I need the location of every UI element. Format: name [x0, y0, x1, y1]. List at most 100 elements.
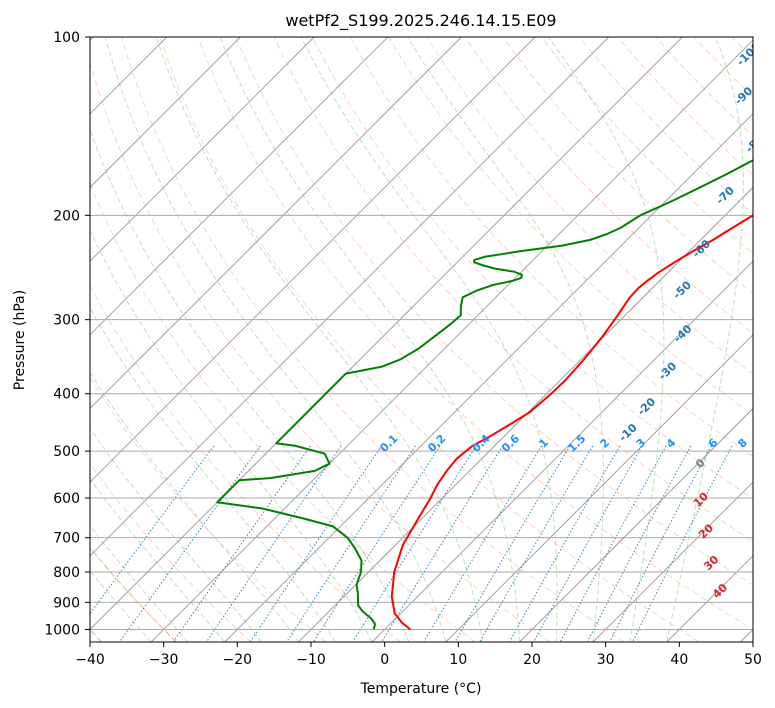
moist-adiabat-line — [90, 128, 410, 642]
y-tick-label: 100 — [53, 30, 80, 46]
moist-adiabat-line — [90, 371, 299, 642]
mixing-ratio-line — [381, 445, 504, 642]
isotherm-line — [371, 260, 753, 642]
dry-adiabat-label: -50 — [671, 278, 695, 301]
isotherm-line — [519, 407, 753, 642]
background-lines — [90, 37, 775, 642]
dry-adiabat-line — [273, 37, 753, 542]
x-tick-label: −10 — [296, 652, 326, 668]
y-tick-label: 300 — [53, 313, 80, 329]
dry-adiabat-line — [159, 37, 700, 642]
mixing-ratio-label: 10 — [758, 433, 775, 453]
mixing-ratio-line — [90, 445, 215, 615]
isotherm-line — [90, 37, 683, 631]
dry-adiabat-line — [90, 60, 551, 642]
axes: −40 −30 −20 −10 0 10 20 30 40 50 100 200 300 400 500 60… — [44, 30, 762, 668]
moist-adiabat-line — [90, 525, 189, 642]
mixing-ratio-line — [586, 445, 692, 642]
dry-adiabat-line — [464, 37, 753, 334]
y-tick-label: 800 — [53, 565, 80, 581]
mixing-ratio-label: 8 — [735, 436, 750, 451]
mixing-ratio-line — [119, 445, 261, 642]
mixing-ratio-line — [454, 445, 571, 642]
mixing-ratio-line — [352, 445, 477, 642]
dry-adiabat-label: -30 — [656, 359, 680, 382]
mixing-ratio-label: 2 — [598, 436, 613, 451]
mixing-ratio-line — [509, 445, 621, 642]
temperature-profile-line — [390, 214, 753, 631]
moist-adiabat-line — [666, 37, 744, 642]
mixing-ratio-line — [172, 445, 311, 642]
x-tick-label: −20 — [223, 652, 253, 668]
x-tick-label: 0 — [380, 652, 389, 668]
x-axis-label: Temperature (°C) — [360, 681, 482, 697]
mixing-ratio-label: 3 — [634, 436, 649, 451]
isotherm-line — [90, 37, 610, 557]
dry-adiabat-line — [121, 37, 625, 642]
isotherm-label: 20 — [696, 521, 716, 541]
moist-adiabat-line — [90, 307, 336, 642]
isotherm-line — [740, 628, 753, 642]
moist-adiabat-line — [90, 229, 373, 642]
dry-adiabat-line — [502, 37, 753, 294]
isotherm-label: 40 — [710, 581, 730, 601]
mixing-ratio-line — [533, 445, 643, 642]
moist-adiabat-line — [548, 37, 665, 642]
dry-adiabat-line — [197, 37, 753, 630]
dry-adiabat-label: -80 — [743, 132, 767, 155]
y-axis-label: Pressure (hPa) — [12, 290, 28, 390]
dry-adiabat-label: -40 — [671, 322, 695, 345]
moist-adiabat-line — [90, 427, 262, 642]
mixing-ratio-label: 4 — [664, 436, 679, 451]
x-tick-label: 10 — [449, 652, 467, 668]
dry-adiabat-line — [617, 37, 753, 176]
mixing-ratio-line — [313, 445, 441, 642]
y-tick-label: 700 — [53, 531, 80, 547]
isotherm-line — [90, 37, 241, 189]
x-tick-label: 50 — [744, 652, 762, 668]
plot-frame — [89, 36, 754, 643]
profile-lines — [216, 159, 753, 631]
moist-adiabat-line — [90, 478, 226, 642]
dry-adiabat-line — [90, 183, 476, 642]
isotherm-line — [224, 113, 753, 642]
y-tick-label: 500 — [53, 444, 80, 460]
x-tick-label: −30 — [149, 652, 179, 668]
dry-adiabat-label: -60 — [690, 237, 714, 260]
y-tick-label: 900 — [53, 595, 80, 611]
dry-adiabat-line — [770, 37, 775, 642]
isotherm-line — [90, 37, 315, 262]
dry-adiabat-line — [311, 37, 753, 500]
dry-adiabat-line — [90, 376, 326, 642]
dry-adiabat-label: -20 — [635, 395, 659, 418]
moist-adiabat-line — [407, 37, 604, 642]
x-tick-label: 40 — [670, 652, 688, 668]
dry-adiabat-line — [350, 37, 753, 457]
dry-adiabat-line — [235, 37, 753, 586]
mixing-ratio-line — [286, 445, 416, 642]
isotherm-label: 10 — [691, 490, 711, 510]
isotherm-label: 30 — [701, 553, 721, 573]
isotherm-line — [592, 481, 753, 642]
mixing-ratio-line — [632, 445, 733, 642]
isotherm-line — [90, 37, 536, 483]
moist-adiabat-line — [219, 37, 520, 642]
y-tick-label: 200 — [53, 208, 80, 224]
dry-adiabat-line — [388, 37, 753, 416]
dry-adiabat-line — [693, 37, 753, 98]
mixing-ratio-line — [559, 445, 667, 642]
mixing-ratio-line — [423, 445, 542, 642]
y-tick-label: 400 — [53, 387, 80, 403]
dewpoint-profile-line — [216, 159, 753, 630]
dry-adiabat-label: -70 — [714, 184, 738, 207]
isotherm-line — [150, 39, 753, 642]
mixing-ratio-line — [205, 445, 342, 642]
dry-adiabat-line — [579, 37, 753, 215]
x-tick-label: 20 — [523, 652, 541, 668]
moist-adiabat-line — [155, 37, 484, 642]
x-tick-label: −40 — [75, 652, 105, 668]
isotherm-line — [445, 334, 753, 642]
isotherm-line — [90, 37, 389, 336]
dry-adiabat-line — [90, 463, 252, 642]
